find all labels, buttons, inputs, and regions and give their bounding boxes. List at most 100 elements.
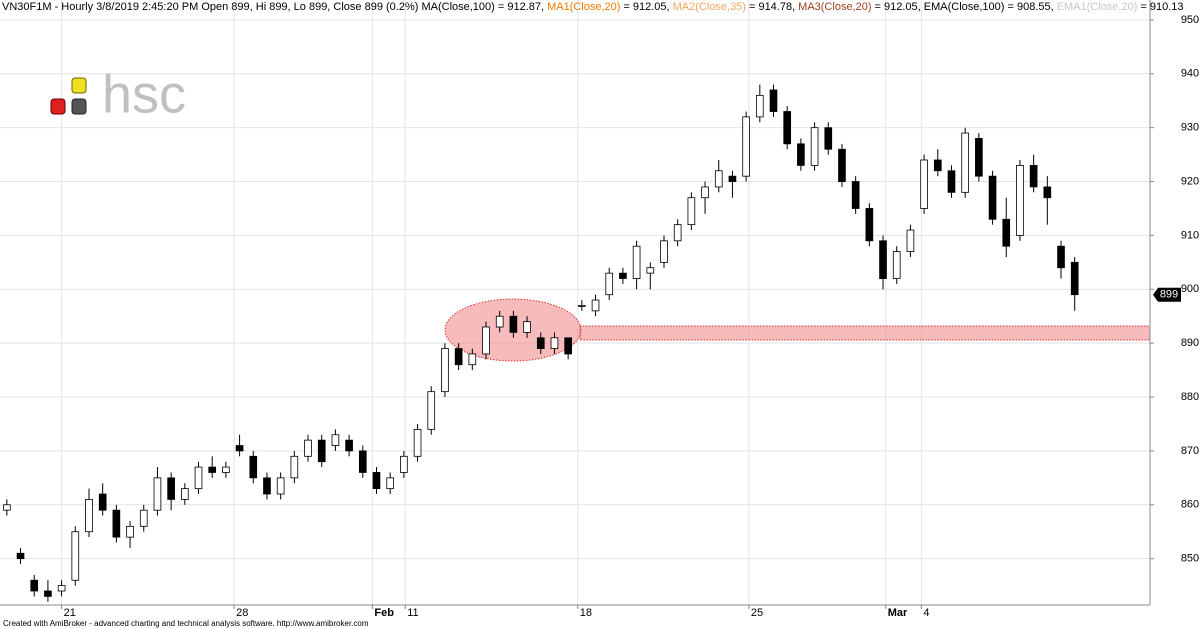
header-text: VN30F1M - Hourly 3/8/2019 2:45:20 PM Ope… bbox=[2, 1, 545, 13]
candle-body bbox=[660, 240, 668, 263]
x-tick-label: Mar bbox=[888, 607, 908, 619]
candle-body bbox=[441, 348, 449, 393]
x-tick-label: Feb bbox=[374, 607, 394, 619]
y-tick-label: 860 bbox=[1181, 499, 1199, 511]
candle-body bbox=[783, 111, 792, 145]
footer: Created with AmiBroker - advanced charti… bbox=[3, 619, 369, 628]
header-text: MA2(Close,35) bbox=[672, 1, 746, 13]
candle-body bbox=[701, 186, 709, 199]
candle-body bbox=[1016, 164, 1024, 236]
candle-body bbox=[3, 504, 11, 511]
candle-body bbox=[632, 245, 641, 279]
candle-body bbox=[851, 181, 860, 209]
candle-body bbox=[742, 116, 750, 177]
candle-body bbox=[126, 525, 134, 538]
candle-body bbox=[988, 175, 997, 220]
candle-body bbox=[564, 337, 572, 355]
candle-body bbox=[1043, 186, 1052, 199]
candle-body bbox=[1070, 261, 1079, 296]
logo-square bbox=[71, 98, 87, 115]
y-tick-label: 920 bbox=[1181, 175, 1199, 187]
candle-body bbox=[482, 326, 490, 355]
candle-body bbox=[810, 127, 819, 166]
candle-body bbox=[509, 315, 518, 333]
candle-body bbox=[317, 439, 326, 463]
candle-body bbox=[30, 579, 39, 592]
candle-body bbox=[605, 272, 614, 296]
candle-body bbox=[619, 272, 627, 279]
candle-body bbox=[824, 127, 833, 150]
candle-body bbox=[71, 531, 80, 581]
candle-body bbox=[386, 477, 395, 490]
candle-body bbox=[865, 208, 874, 242]
candle-body bbox=[1057, 245, 1065, 269]
candle-body bbox=[879, 240, 887, 279]
price-tag bbox=[1153, 287, 1181, 302]
candle-body bbox=[495, 315, 504, 328]
candle-body bbox=[1029, 164, 1038, 188]
candle-body bbox=[153, 477, 162, 511]
candle-body bbox=[167, 477, 175, 500]
candle-body bbox=[16, 552, 25, 560]
candle-body bbox=[673, 224, 682, 242]
logo-square bbox=[71, 77, 87, 94]
candle-body bbox=[98, 493, 107, 511]
header-text: = 912.05, bbox=[623, 1, 670, 13]
candle-body bbox=[687, 197, 696, 226]
candle-body bbox=[454, 348, 463, 366]
y-tick-label: 870 bbox=[1181, 445, 1199, 457]
candle-body bbox=[961, 132, 970, 193]
candle-body bbox=[933, 159, 942, 172]
header-text: = 912.05, EMA(Close,100) = 908.55, bbox=[874, 1, 1054, 13]
header-text: MA1(Close,20) bbox=[547, 1, 621, 13]
price-tag-label: 899 bbox=[1160, 289, 1178, 301]
candle-body bbox=[906, 229, 915, 252]
candle-body bbox=[263, 477, 271, 495]
candle-body bbox=[892, 251, 901, 279]
logo-text: hsc bbox=[102, 64, 186, 124]
candle-body bbox=[290, 455, 299, 479]
candle-body bbox=[427, 391, 436, 430]
header-text: = 910.13 bbox=[1140, 1, 1184, 13]
header: VN30F1M - Hourly 3/8/2019 2:45:20 PM Ope… bbox=[2, 1, 1187, 13]
y-tick-label: 900 bbox=[1181, 283, 1199, 295]
header-text: EMA1(Close,20) bbox=[1056, 1, 1138, 13]
header-text: MA3(Close,20) bbox=[798, 1, 872, 13]
candle-body bbox=[44, 590, 52, 597]
candle-body bbox=[550, 337, 559, 349]
candle-body bbox=[797, 143, 805, 166]
candle-body bbox=[331, 434, 340, 446]
candle-body bbox=[222, 466, 230, 473]
candle-body bbox=[194, 466, 203, 490]
x-tick-label: 4 bbox=[923, 607, 929, 619]
x-tick-label: 18 bbox=[580, 607, 592, 619]
y-tick-label: 890 bbox=[1181, 337, 1199, 349]
candle-body bbox=[536, 337, 545, 349]
candle-body bbox=[85, 499, 93, 533]
candle-body bbox=[413, 428, 422, 457]
candle-body bbox=[947, 170, 956, 193]
x-tick-label: 28 bbox=[236, 607, 248, 619]
candle-body bbox=[920, 159, 928, 209]
x-tick-label: 11 bbox=[407, 607, 418, 619]
candle-body bbox=[180, 488, 189, 500]
annotation-band bbox=[579, 325, 1151, 341]
header-text: = 914.78, bbox=[748, 1, 796, 13]
candle-body bbox=[249, 455, 258, 479]
y-tick-label: 930 bbox=[1181, 122, 1199, 134]
candle-body bbox=[276, 477, 285, 495]
candle-body bbox=[714, 170, 723, 188]
candles bbox=[3, 84, 1079, 602]
candle-body bbox=[372, 472, 381, 490]
candle-body bbox=[57, 585, 66, 592]
candle-body bbox=[646, 267, 655, 274]
candle-body bbox=[208, 466, 217, 473]
candle-body bbox=[975, 138, 983, 177]
y-tick-label: 880 bbox=[1181, 391, 1199, 403]
x-tick-label: 21 bbox=[64, 607, 76, 619]
candle-body bbox=[304, 439, 312, 457]
candle-body bbox=[838, 148, 846, 182]
candle-body bbox=[578, 305, 586, 307]
candle-body bbox=[235, 445, 244, 452]
